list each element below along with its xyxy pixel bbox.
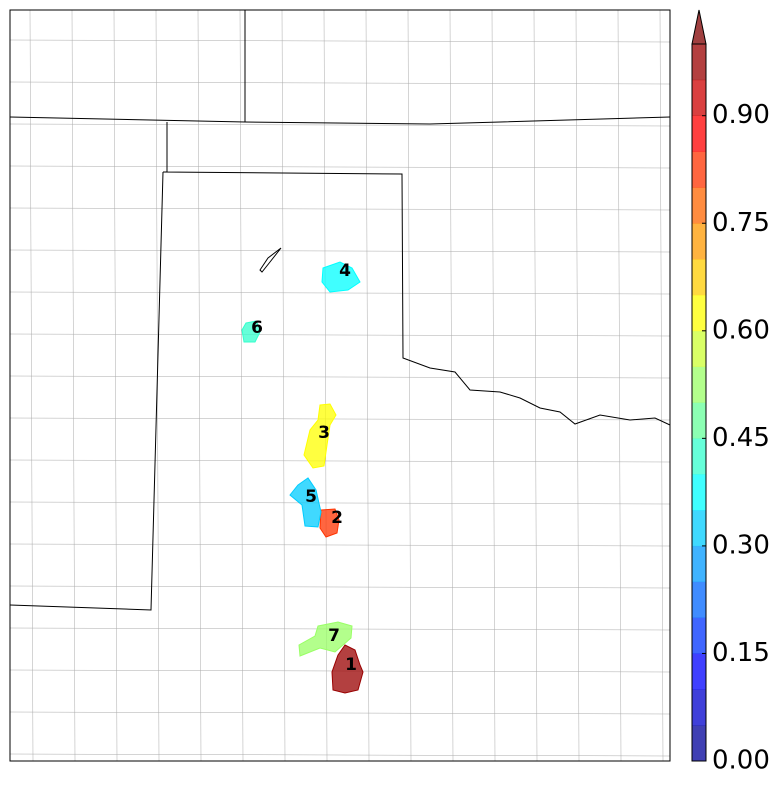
- region-label: 7: [328, 626, 340, 646]
- state-border: [9, 116, 671, 125]
- county-line: [9, 291, 671, 295]
- colorbar-band: [692, 294, 706, 332]
- regions: [241, 261, 364, 694]
- colorbar-band: [692, 438, 706, 475]
- region-label: 3: [318, 423, 330, 443]
- region: [303, 403, 337, 469]
- county-line: [9, 333, 671, 337]
- colorbar-band: [692, 115, 706, 152]
- region-label: 5: [305, 487, 317, 507]
- county-line: [9, 711, 671, 715]
- colorbar-frame: [691, 43, 707, 762]
- colorbar-band: [692, 725, 706, 762]
- county-line: [113, 9, 118, 762]
- map-frame: [9, 9, 671, 762]
- colorbar-band: [692, 510, 706, 547]
- county-line: [9, 123, 671, 127]
- colorbar-band: [692, 545, 706, 583]
- county-line: [9, 585, 671, 589]
- colorbar-band: [692, 151, 706, 188]
- colorbar-tick-label: 0.00: [712, 746, 770, 776]
- county-line: [281, 9, 286, 762]
- county-line: [9, 207, 671, 211]
- state-borders: [9, 10, 671, 611]
- county-line: [491, 9, 496, 762]
- colorbar-tick-label: 0.30: [712, 530, 770, 560]
- colorbar-band: [692, 581, 706, 618]
- county-line: [71, 9, 76, 762]
- county-line: [533, 9, 538, 762]
- colorbar-tick-label: 0.60: [712, 315, 770, 345]
- county-line: [9, 501, 671, 505]
- region: [331, 644, 364, 694]
- county-line: [9, 543, 671, 547]
- colorbar-extension: [691, 9, 707, 45]
- colorbar-band: [692, 44, 706, 81]
- colorbar-band: [692, 653, 706, 690]
- county-line: [9, 459, 671, 463]
- colorbar-band: [692, 402, 706, 439]
- county-lines: [9, 9, 671, 762]
- region: [289, 477, 322, 528]
- colorbar-tick-label: 0.75: [712, 208, 770, 238]
- region-label: 2: [331, 508, 343, 528]
- county-line: [617, 9, 622, 762]
- county-line: [407, 9, 412, 762]
- county-line: [239, 9, 244, 762]
- county-line: [9, 753, 671, 757]
- county-line: [9, 249, 671, 253]
- colorbar-band: [692, 689, 706, 726]
- county-line: [9, 417, 671, 421]
- colorbar-tick-label: 0.15: [712, 638, 770, 668]
- region: [241, 320, 262, 343]
- colorbar: 0.00 0.15 0.30 0.45 0.60 0.75 0.90: [691, 9, 770, 776]
- region-labels: 1 2 3 4 5 6 7: [251, 261, 357, 675]
- colorbar-band: [692, 617, 706, 654]
- region-label: 4: [339, 261, 351, 281]
- county-line: [365, 9, 370, 762]
- lake: [259, 247, 282, 273]
- county-line: [197, 9, 202, 762]
- county-line: [449, 9, 454, 762]
- colorbar-band: [692, 474, 706, 511]
- county-line: [9, 165, 671, 169]
- county-line: [29, 9, 34, 762]
- county-line: [575, 9, 580, 762]
- colorbar-band: [692, 366, 706, 403]
- colorbar-tick-label: 0.45: [712, 423, 770, 453]
- region-label: 6: [251, 318, 263, 338]
- state-border: [9, 171, 164, 611]
- colorbar-band: [692, 330, 706, 367]
- county-line: [9, 81, 671, 85]
- colorbar-band: [692, 223, 706, 260]
- county-line: [659, 9, 664, 762]
- colorbar-band: [692, 187, 706, 224]
- region-label: 1: [345, 655, 357, 675]
- colorbar-tick-label: 0.90: [712, 100, 770, 130]
- region: [298, 621, 353, 657]
- colorbar-band: [692, 79, 706, 116]
- colorbar-band: [692, 259, 706, 296]
- region: [321, 261, 361, 293]
- state-border: [162, 122, 671, 426]
- county-line: [9, 39, 671, 43]
- region: [319, 508, 340, 538]
- county-line: [9, 375, 671, 379]
